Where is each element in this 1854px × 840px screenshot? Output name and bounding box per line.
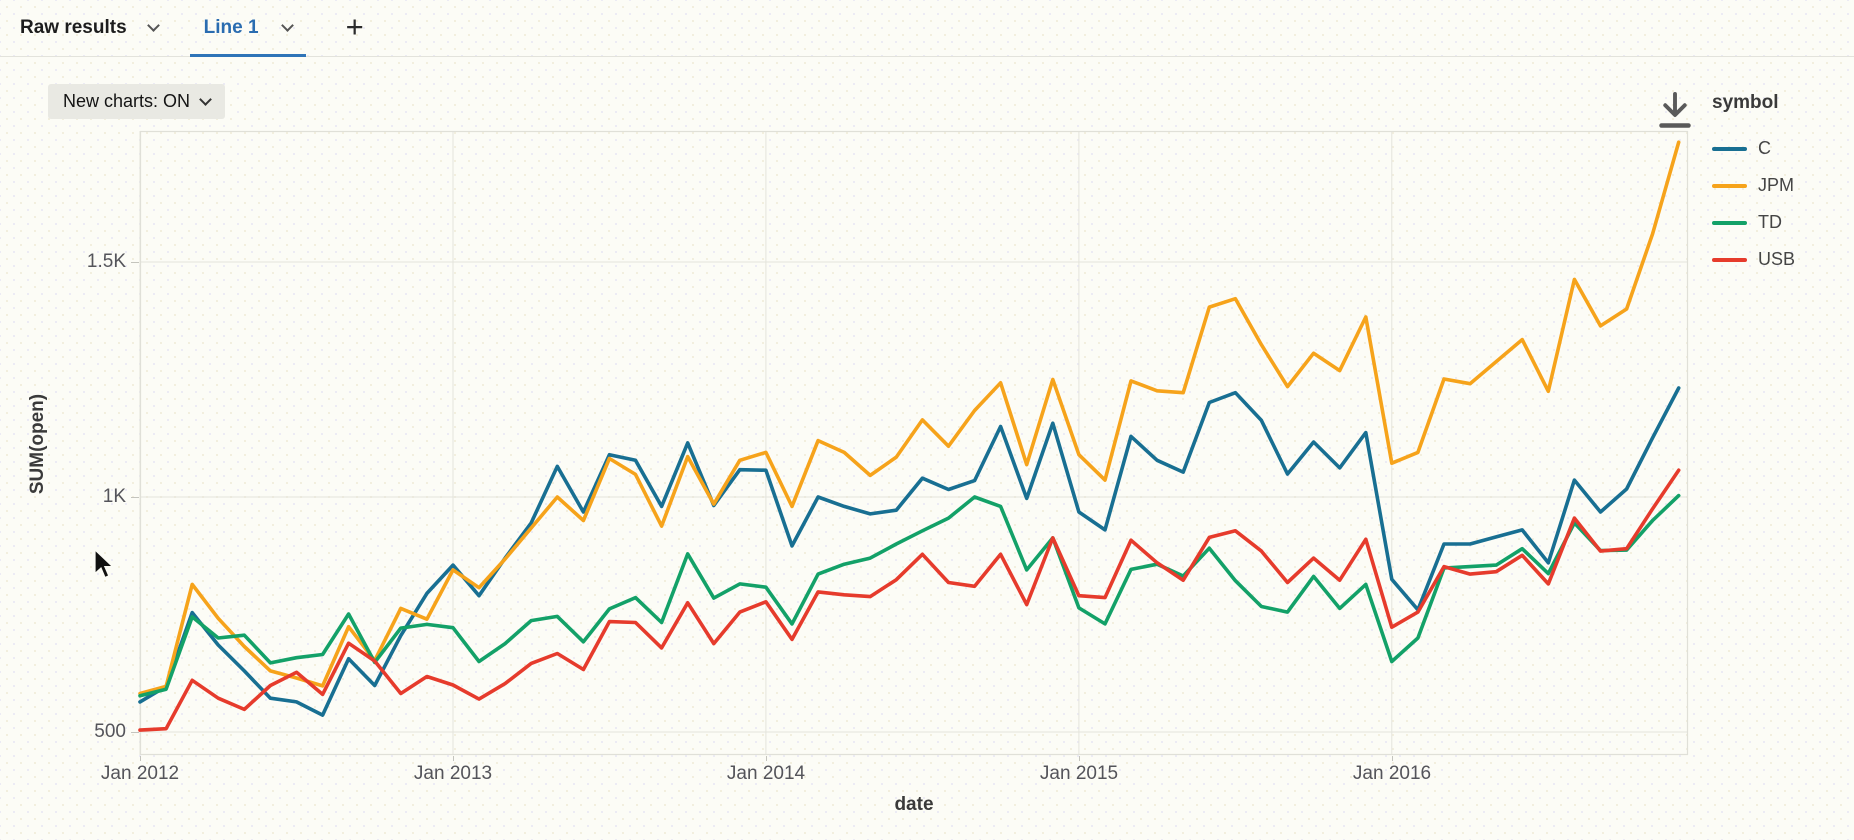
tab-bar: Raw results Line 1 + [0,0,1854,57]
x-tick-label: Jan 2015 [1039,763,1119,784]
new-charts-toggle[interactable]: New charts: ON [48,84,226,119]
plot-border [139,130,1689,756]
x-tick-mark [140,756,141,761]
x-tick-label: Jan 2013 [413,763,493,784]
x-tick-label: Jan 2014 [726,763,806,784]
tab-raw-results[interactable]: Raw results [20,0,160,57]
legend-label: TD [1758,212,1782,232]
series-swatch-jpm [1712,183,1747,188]
x-tick-mark [453,756,454,761]
chevron-down-icon[interactable] [146,19,160,32]
x-tick-mark [766,756,767,761]
line-chart-svg [138,130,1689,756]
download-button[interactable] [1654,88,1696,136]
legend-label: JPM [1758,175,1794,195]
y-tick-label: 500 [94,721,126,742]
new-charts-label: New charts: ON [63,91,191,111]
series-swatch-td [1712,220,1747,225]
active-tab-underline [189,53,306,57]
y-tick-label: 1K [102,486,126,507]
legend-item-jpm[interactable]: JPM [1712,167,1850,204]
mouse-cursor-arrow [93,548,116,585]
y-axis-title: SUM(open) [27,393,48,495]
y-tick-mark [131,497,139,498]
chevron-down-icon[interactable] [280,19,294,32]
legend-item-c[interactable]: C [1712,130,1850,167]
series-swatch-usb [1712,257,1747,262]
tab-line-1[interactable]: Line 1 [189,0,306,57]
line-chart-plot-area[interactable] [138,130,1689,756]
series-line-usb[interactable] [138,468,1681,732]
y-tick-mark [131,732,139,733]
x-tick-mark [1079,756,1080,761]
legend-label: USB [1758,249,1796,269]
tab-line-1-label: Line 1 [203,17,259,38]
add-chart-button[interactable]: + [340,0,370,55]
legend-title: symbol [1712,92,1779,113]
series-line-td[interactable] [138,493,1681,698]
series-line-c[interactable] [138,386,1681,717]
legend: symbol C JPM TD USB [1712,92,1850,278]
series-line-jpm[interactable] [138,140,1681,696]
y-tick-mark [131,262,139,263]
legend-item-td[interactable]: TD [1712,204,1850,241]
download-icon [1659,92,1691,128]
plus-icon: + [345,8,364,44]
x-tick-label: Jan 2016 [1352,763,1432,784]
legend-label: C [1758,138,1771,158]
y-tick-label: 1.5K [86,251,126,272]
legend-item-usb[interactable]: USB [1712,241,1850,278]
x-tick-mark [1392,756,1393,761]
tab-raw-results-label: Raw results [20,17,127,38]
chevron-down-icon [199,93,212,106]
x-tick-label: Jan 2012 [100,763,180,784]
series-swatch-c [1712,146,1747,151]
x-axis-title: date [894,794,934,815]
